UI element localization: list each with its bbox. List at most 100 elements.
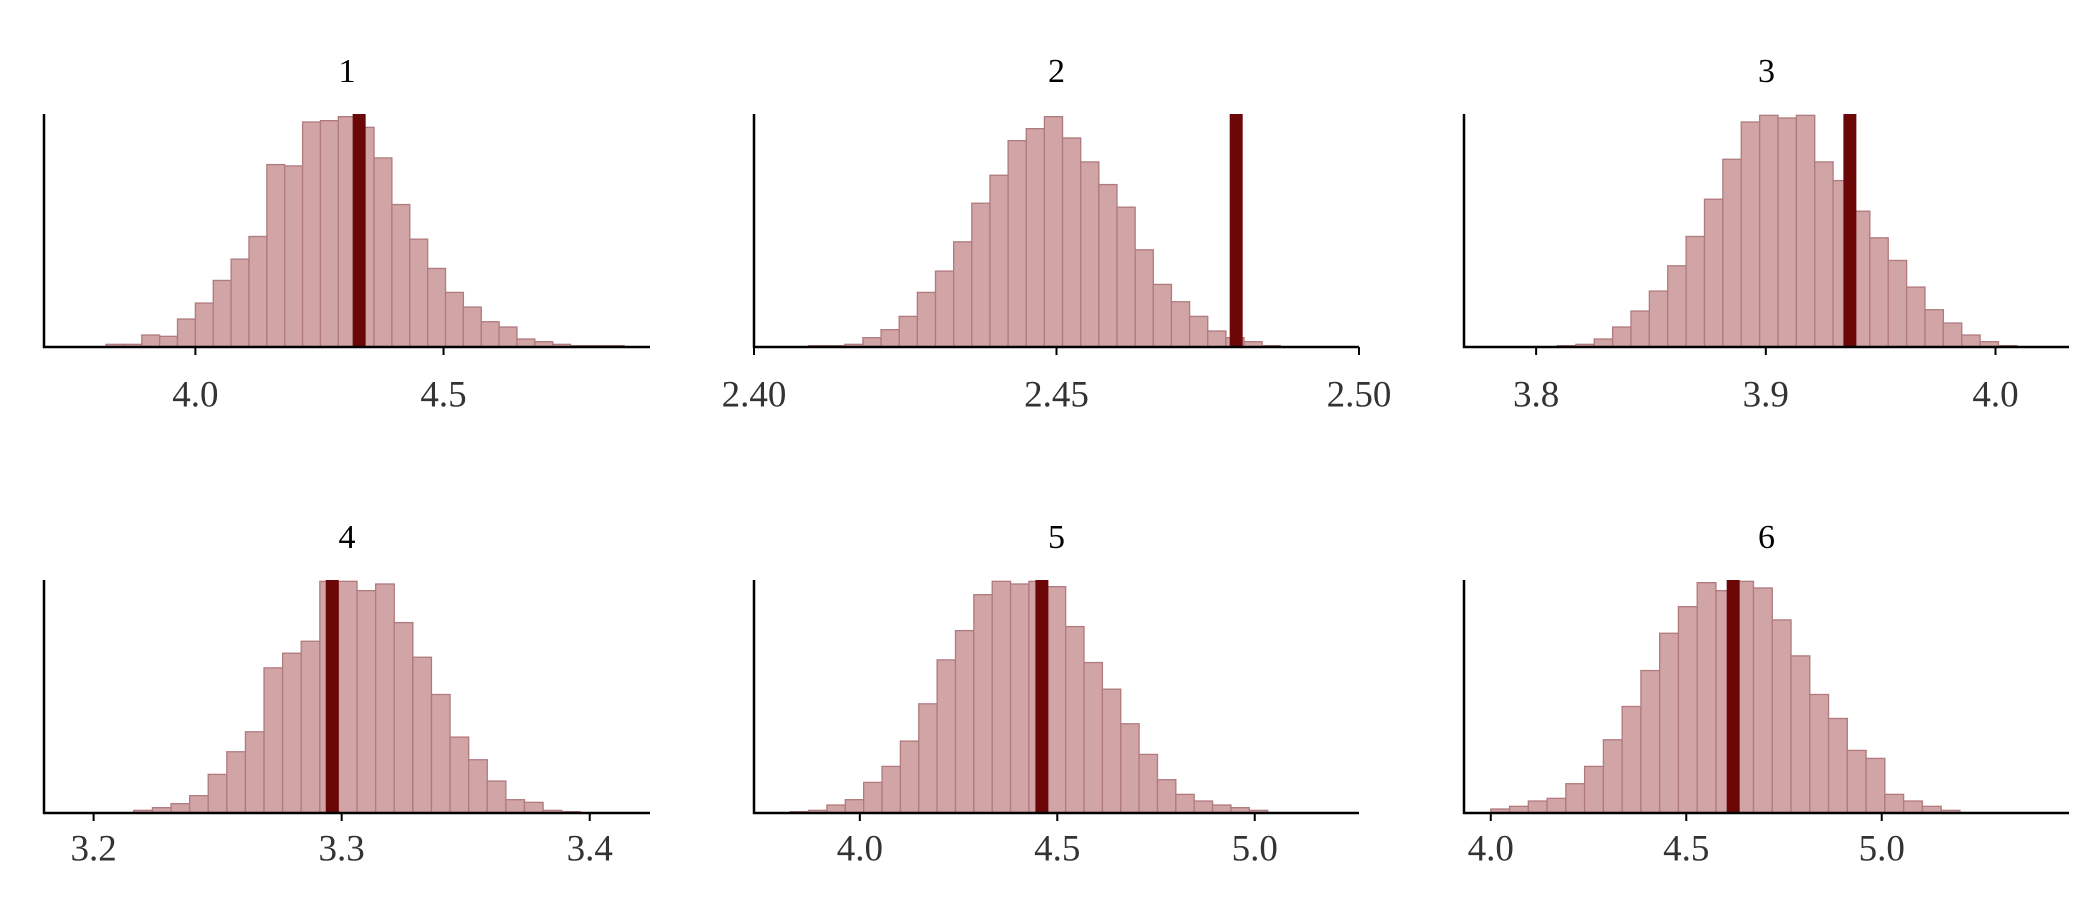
x-tick-label: 4.0 [172, 374, 218, 415]
panel-title: 4 [339, 519, 356, 556]
histogram-bar [1630, 310, 1651, 348]
histogram-bar [300, 640, 321, 814]
histogram-bar [1065, 625, 1085, 814]
histogram-bar [973, 593, 993, 814]
histogram-bar [989, 174, 1009, 348]
histogram-bar [266, 163, 286, 348]
histogram-bar [375, 583, 395, 814]
histogram-bar [1961, 334, 1981, 348]
histogram-bar [1546, 797, 1567, 814]
histogram-bar [1640, 669, 1661, 814]
histogram-bar [188, 795, 209, 814]
histogram-bar [430, 693, 451, 814]
histogram-bar [523, 801, 544, 814]
histogram-bar [391, 203, 411, 348]
panel-title: 6 [1758, 519, 1775, 556]
histogram-bar [1696, 582, 1717, 814]
histogram-bar [1602, 739, 1623, 814]
histogram-bar [1905, 286, 1926, 348]
histogram-bar [1207, 330, 1227, 348]
histogram-bar [1790, 655, 1811, 814]
histogram-bar [1809, 693, 1830, 814]
histogram-bar [953, 241, 973, 348]
histogram-bar [863, 781, 883, 814]
x-tick-label: 3.3 [319, 828, 365, 869]
x-tick-label: 4.0 [837, 828, 883, 869]
histogram-bar [898, 315, 919, 348]
x-tick-label: 4.0 [1972, 374, 2018, 415]
x-tick-label: 3.9 [1743, 374, 1789, 415]
histogram-bar [1865, 757, 1886, 814]
histogram-bar [1677, 605, 1698, 814]
histogram-bar [1043, 116, 1064, 348]
histogram-bar [244, 731, 265, 814]
histogram-bar [1120, 723, 1140, 814]
histogram-bar [248, 235, 268, 348]
histogram-bar [284, 165, 304, 348]
histogram-bar [226, 751, 247, 814]
histogram-bar [1740, 121, 1761, 348]
histogram-bar [1156, 779, 1177, 814]
histogram-bar [158, 335, 179, 348]
histogram-bar [1025, 127, 1046, 348]
x-tick-label: 4.5 [1034, 828, 1080, 869]
histogram-bar [1565, 783, 1586, 814]
panel-title: 1 [339, 53, 356, 90]
histogram-bar [991, 580, 1012, 814]
histogram-bar [212, 279, 232, 348]
histogram-bar [881, 765, 902, 814]
histogram-bar [880, 329, 900, 348]
histogram-bar [444, 291, 465, 348]
histogram-bar [1667, 265, 1687, 348]
x-tick-label: 4.5 [420, 374, 466, 415]
x-tick-label: 2.40 [722, 374, 787, 415]
histogram-bar [1009, 583, 1030, 814]
x-tick-label: 5.0 [1232, 828, 1278, 869]
histogram-bar [393, 621, 414, 814]
histogram-bar [1869, 237, 1889, 348]
histogram-bar [356, 590, 377, 814]
histogram-bar [934, 270, 955, 348]
histogram-bar [1887, 259, 1908, 348]
histogram-bar [1752, 587, 1773, 814]
histogram-bar [916, 291, 937, 348]
histogram-bar [1193, 800, 1214, 814]
x-tick-label: 2.50 [1327, 374, 1392, 415]
histogram-bar [1116, 206, 1136, 348]
histogram-bar [1777, 117, 1798, 348]
histogram-bar [1942, 322, 1963, 348]
histogram-bar [1902, 800, 1924, 814]
x-tick-label: 4.0 [1468, 828, 1514, 869]
histogram-bar [427, 267, 447, 348]
histogram-bar [373, 157, 393, 348]
histogram-bar [480, 321, 500, 348]
x-tick-label: 5.0 [1859, 828, 1905, 869]
histogram-bar [899, 740, 920, 814]
histogram-bar [971, 202, 991, 348]
histogram-bar [1134, 249, 1154, 348]
panel-title: 2 [1048, 53, 1065, 90]
histogram-bar [1527, 800, 1548, 814]
histogram-bar [1722, 158, 1742, 348]
histogram-bar [1175, 793, 1195, 814]
histogram-bar [486, 780, 507, 814]
histogram-bar [1007, 139, 1027, 348]
histogram-bar [462, 306, 482, 348]
histogram-bar [862, 337, 882, 348]
histogram-bar [1621, 705, 1642, 814]
histogram-bar [498, 326, 518, 348]
histogram-bar [936, 659, 957, 814]
histogram-bar [1814, 161, 1834, 348]
histogram-bar [281, 652, 302, 814]
histogram-bar [207, 773, 228, 814]
histogram-bar [1583, 765, 1605, 814]
x-tick-label: 3.8 [1513, 374, 1559, 415]
histogram-bar [263, 667, 284, 814]
histogram-bar [319, 120, 339, 348]
histogram-bar [1188, 315, 1209, 348]
histogram-bar [1884, 793, 1905, 814]
histogram-bar [337, 580, 358, 814]
histogram-bar [1152, 283, 1173, 348]
